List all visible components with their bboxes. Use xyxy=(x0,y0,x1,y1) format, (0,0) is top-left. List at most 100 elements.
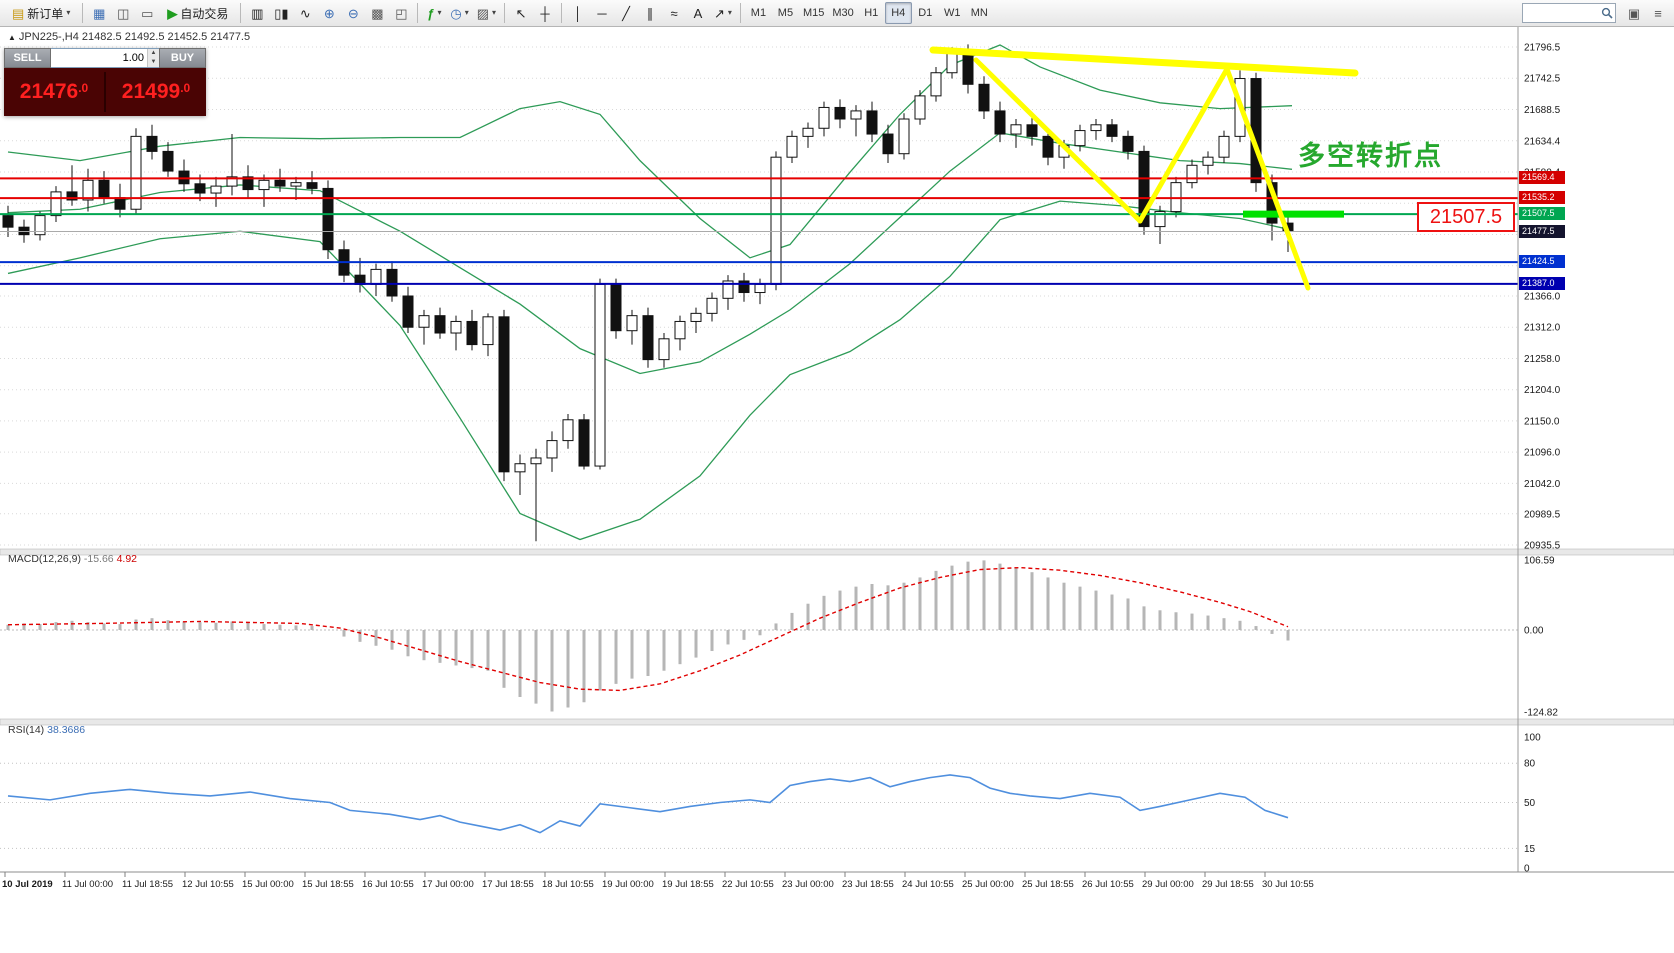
price-tick-label: 21366.0 xyxy=(1524,292,1561,303)
time-tick-label: 11 Jul 00:00 xyxy=(62,879,113,890)
volume-up-button[interactable]: ▲ xyxy=(148,49,159,58)
horizontal-line-button[interactable]: ─ xyxy=(590,2,614,24)
candle xyxy=(1122,130,1134,160)
auto-trading-button[interactable]: ▶ 自动交易 xyxy=(159,2,236,24)
menu-button[interactable]: ≡ xyxy=(1646,2,1670,24)
time-tick-label: 25 Jul 18:55 xyxy=(1022,879,1074,890)
timeframe-toolbar: M1 M5 M15 M30 H1 H4 D1 W1 MN xyxy=(745,2,993,24)
buy-price[interactable]: 21499.0 xyxy=(106,80,206,104)
crosshair-button[interactable]: ┼ xyxy=(533,2,557,24)
candle xyxy=(82,168,94,212)
templates-button[interactable]: ▨ ▾ xyxy=(473,2,500,24)
buy-price-decimal: .0 xyxy=(180,81,191,95)
arrows-tool-icon: ↗ xyxy=(714,5,725,21)
toolbar-separator xyxy=(739,3,741,23)
candle xyxy=(226,134,238,196)
timeframe-mn-button[interactable]: MN xyxy=(966,2,993,24)
candle xyxy=(738,272,750,302)
fibonacci-button[interactable]: ≈ xyxy=(662,2,686,24)
candle xyxy=(786,130,798,163)
price-divider xyxy=(104,72,106,112)
toolbox-button[interactable]: ▣ xyxy=(1622,2,1646,24)
candle xyxy=(50,186,62,222)
axis-lines xyxy=(0,27,1674,873)
sell-price[interactable]: 21476.0 xyxy=(4,80,104,104)
search-input[interactable] xyxy=(1523,6,1599,20)
timeframe-m5-button[interactable]: M5 xyxy=(772,2,799,24)
timeframe-h1-button[interactable]: H1 xyxy=(858,2,885,24)
line-chart-icon: ∿ xyxy=(299,5,311,21)
candle-chart-button[interactable]: ▯▮ xyxy=(269,2,293,24)
sell-button[interactable]: SELL xyxy=(4,48,51,68)
timeframe-w1-button[interactable]: W1 xyxy=(939,2,966,24)
zoom-out-button[interactable]: ⊖ xyxy=(341,2,365,24)
collapse-panel-icon[interactable]: ▲ xyxy=(8,33,16,42)
new-order-button[interactable]: ▤ 新订单 ▾ xyxy=(4,2,78,24)
time-tick-label: 11 Jul 18:55 xyxy=(122,879,173,890)
vertical-line-icon: │ xyxy=(573,5,583,21)
time-tick-label: 29 Jul 00:00 xyxy=(1142,879,1194,890)
candle xyxy=(402,286,414,334)
trendline-button[interactable]: ╱ xyxy=(614,2,638,24)
search-button[interactable] xyxy=(1599,7,1615,19)
terminal-button[interactable]: ▭ xyxy=(135,2,159,24)
candle-chart-icon: ▯▮ xyxy=(274,5,289,21)
volume-down-button[interactable]: ▼ xyxy=(148,58,159,67)
candle xyxy=(498,309,510,482)
tile-windows-button[interactable]: ▩ xyxy=(365,2,389,24)
candle xyxy=(1026,116,1038,146)
indicators-button[interactable]: ƒ ▾ xyxy=(422,2,446,24)
channel-button[interactable]: ∥ xyxy=(638,2,662,24)
candle xyxy=(690,307,702,334)
timeframe-m1-button[interactable]: M1 xyxy=(745,2,772,24)
candles-group xyxy=(2,44,1294,542)
cursor-button[interactable]: ↖ xyxy=(509,2,533,24)
candle xyxy=(722,275,734,310)
buy-button[interactable]: BUY xyxy=(159,48,206,68)
candle xyxy=(994,101,1006,143)
panel-divider-2 xyxy=(0,718,1674,726)
trade-prices-row: 21476.0 21499.0 xyxy=(4,68,206,116)
time-tick-label: 16 Jul 10:55 xyxy=(362,879,414,890)
rsi-panel xyxy=(0,762,1518,849)
time-axis-labels: 10 Jul 2019 11 Jul 00:00 11 Jul 18:55 12 Ju… xyxy=(2,872,1314,890)
candle xyxy=(594,278,606,470)
timeframe-m30-button[interactable]: M30 xyxy=(828,2,857,24)
charts-window-button[interactable]: ▦ xyxy=(87,2,111,24)
candle xyxy=(978,76,990,120)
arrows-tool-button[interactable]: ↗ ▾ xyxy=(710,2,736,24)
panel-divider-2-handle[interactable] xyxy=(0,718,1674,726)
chart-canvas[interactable]: 21796.521742.521688.521634.421580.421366… xyxy=(0,27,1674,953)
timeframe-h4-button[interactable]: H4 xyxy=(884,2,912,24)
vertical-line-button[interactable]: │ xyxy=(566,2,590,24)
candle xyxy=(1010,119,1022,148)
bar-chart-button[interactable]: ▥ xyxy=(245,2,269,24)
candle xyxy=(34,211,46,241)
profiles-button[interactable]: ◫ xyxy=(111,2,135,24)
candle xyxy=(674,315,686,351)
zoom-in-button[interactable]: ⊕ xyxy=(317,2,341,24)
time-tick-label: 12 Jul 10:55 xyxy=(182,879,234,890)
candle xyxy=(1106,119,1118,143)
candle xyxy=(642,307,654,368)
candle xyxy=(1074,124,1086,152)
level-lines xyxy=(0,177,1518,285)
periods-button[interactable]: ◷ ▾ xyxy=(446,2,472,24)
chevron-down-icon: ▾ xyxy=(727,8,732,17)
cursor-icon: ↖ xyxy=(515,5,527,21)
timeframe-m15-button[interactable]: M15 xyxy=(799,2,828,24)
time-tick-label: 29 Jul 18:55 xyxy=(1202,879,1254,890)
candle xyxy=(1186,159,1198,189)
timeframe-d1-button[interactable]: D1 xyxy=(912,2,939,24)
profiles-icon: ◫ xyxy=(117,5,130,21)
panel-divider-1-handle[interactable] xyxy=(0,548,1674,556)
price-badge: 21387.0 xyxy=(1519,276,1565,290)
candle xyxy=(818,101,830,137)
volume-input[interactable] xyxy=(51,49,147,67)
cascade-windows-icon: ◰ xyxy=(395,5,408,21)
text-tool-button[interactable]: A xyxy=(686,2,710,24)
line-chart-button[interactable]: ∿ xyxy=(293,2,317,24)
chevron-down-icon: ▾ xyxy=(66,8,71,17)
chart-annotation-text: 多空转折点 xyxy=(1298,141,1443,171)
cascade-windows-button[interactable]: ◰ xyxy=(389,2,413,24)
